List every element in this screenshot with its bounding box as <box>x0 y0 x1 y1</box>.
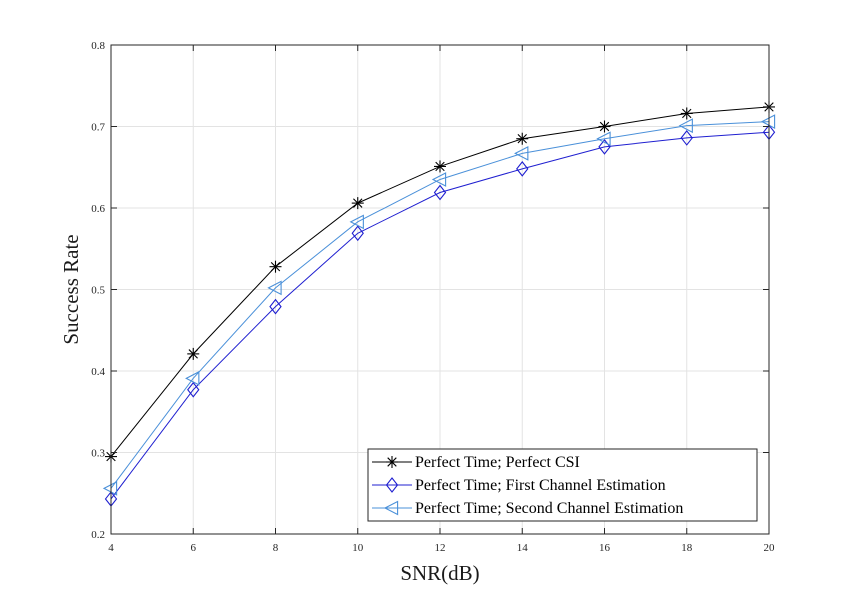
legend-entry: Perfect Time; Second Channel Estimation <box>372 500 683 517</box>
legend-label: Perfect Time; First Channel Estimation <box>415 477 666 494</box>
series-line <box>110 121 770 489</box>
legend-entry: Perfect Time; Perfect CSI <box>372 454 580 471</box>
data-point-asterisk <box>598 120 611 133</box>
x-tick-label: 4 <box>108 542 114 554</box>
data-point-asterisk <box>680 107 693 120</box>
x-tick-label: 6 <box>191 542 197 554</box>
x-tick-label: 18 <box>681 542 693 554</box>
y-tick-label: 0.4 <box>91 366 105 378</box>
data-point-diamond <box>433 184 447 201</box>
data-point-asterisk <box>351 197 364 210</box>
data-point-triangle-left <box>760 114 776 130</box>
y-tick-label: 0.5 <box>91 285 105 297</box>
data-point-triangle-left <box>596 131 611 147</box>
y-axis-label: Success Rate <box>59 234 83 344</box>
data-point-diamond <box>680 130 693 146</box>
legend-marker-diamond <box>385 477 399 493</box>
x-axis-label: SNR(dB) <box>400 561 479 585</box>
x-tick-label: 20 <box>764 542 776 554</box>
data-point-triangle-left <box>431 172 447 187</box>
data-point-asterisk <box>434 160 446 173</box>
legend-label: Perfect Time; Perfect CSI <box>415 454 580 471</box>
legend-entry: Perfect Time; First Channel Estimation <box>372 477 666 494</box>
y-tick-label: 0.8 <box>91 40 105 52</box>
x-tick-label: 10 <box>352 542 364 554</box>
series-diamond <box>104 124 776 507</box>
data-point-asterisk <box>516 132 529 145</box>
grid-lines <box>111 45 769 534</box>
data-point-triangle-left <box>349 214 364 230</box>
x-tick-label: 14 <box>517 542 529 554</box>
series-layer <box>102 100 776 507</box>
data-point-asterisk <box>187 347 200 360</box>
x-tick-label: 12 <box>435 542 446 554</box>
data-point-triangle-left <box>185 370 200 386</box>
series-triangle-left <box>102 114 776 496</box>
data-point-diamond <box>351 225 364 242</box>
y-tick-label: 0.6 <box>91 203 105 215</box>
axis-ticks: 4 6 8 10 12 14 16 18 20 0.2 0.3 0.4 0.5 0.6 0.7 0.8 <box>91 40 775 554</box>
legend-marker-asterisk <box>386 456 398 468</box>
series-line <box>110 131 770 500</box>
y-tick-label: 0.3 <box>91 448 105 460</box>
data-point-diamond <box>269 298 282 315</box>
x-tick-label: 8 <box>273 542 279 554</box>
x-tick-label: 16 <box>599 542 611 554</box>
legend-marker-triangle-left <box>383 500 399 516</box>
data-point-asterisk <box>269 260 282 273</box>
data-point-triangle-left <box>514 145 529 161</box>
legend-box <box>367 448 758 522</box>
legend: Perfect Time; Perfect CSI Perfect Time; F… <box>367 448 758 522</box>
y-tick-label: 0.2 <box>91 529 105 541</box>
data-point-diamond <box>187 381 200 398</box>
y-tick-label: 0.7 <box>91 122 105 134</box>
legend-label: Perfect Time; Second Channel Estimation <box>415 500 683 517</box>
data-point-triangle-left <box>102 480 118 496</box>
data-point-diamond <box>516 160 529 177</box>
data-point-triangle-left <box>678 118 693 134</box>
data-point-triangle-left <box>267 280 282 296</box>
